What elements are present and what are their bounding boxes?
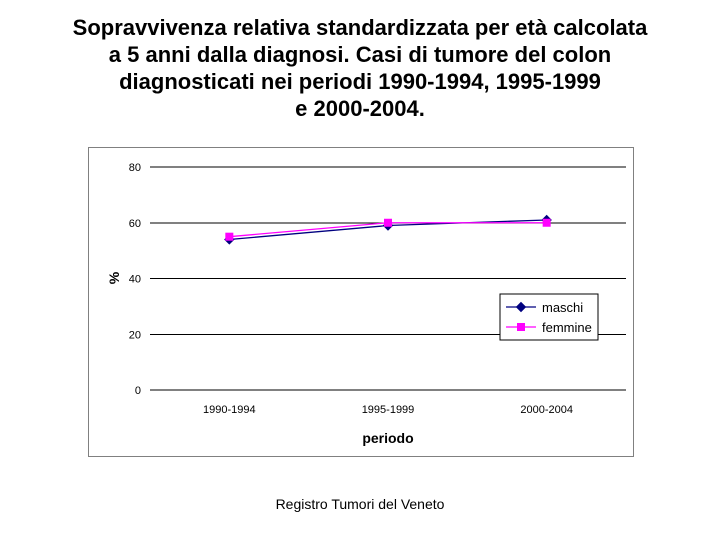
chart-title: Sopravvivenza relativa standardizzata pe… [20,14,700,122]
x-tick-label: 1995-1999 [362,404,415,416]
x-tick-label: 2000-2004 [520,404,573,416]
data-point-femmine [542,218,551,227]
legend-label-femmine: femmine [542,320,592,335]
data-point-femmine [225,232,234,241]
data-point-femmine [384,218,392,227]
legend-marker-maschi [515,301,527,313]
title-line-2: a 5 anni dalla diagnosi. Casi di tumore … [108,42,612,67]
legend-box [499,293,599,341]
legend-label-maschi: maschi [542,300,583,315]
y-tick-label: 40 [129,274,141,286]
x-tick-label: 1990-1994 [203,404,256,416]
x-axis-label: periodo [362,430,413,446]
title-line-4: e 2000-2004. [295,96,425,121]
source-credit: Registro Tumori del Veneto [275,496,445,512]
title-line-3: diagnosticati nei periodi 1990-1994, 199… [119,69,601,94]
y-tick-label: 80 [129,162,141,174]
y-axis-label: % [106,271,122,284]
title-line-1: Sopravvivenza relativa standardizzata pe… [72,15,648,40]
y-tick-label: 60 [129,218,141,230]
y-tick-label: 20 [129,329,141,341]
y-tick-label: 0 [135,385,141,397]
legend-marker-femmine [517,323,525,331]
